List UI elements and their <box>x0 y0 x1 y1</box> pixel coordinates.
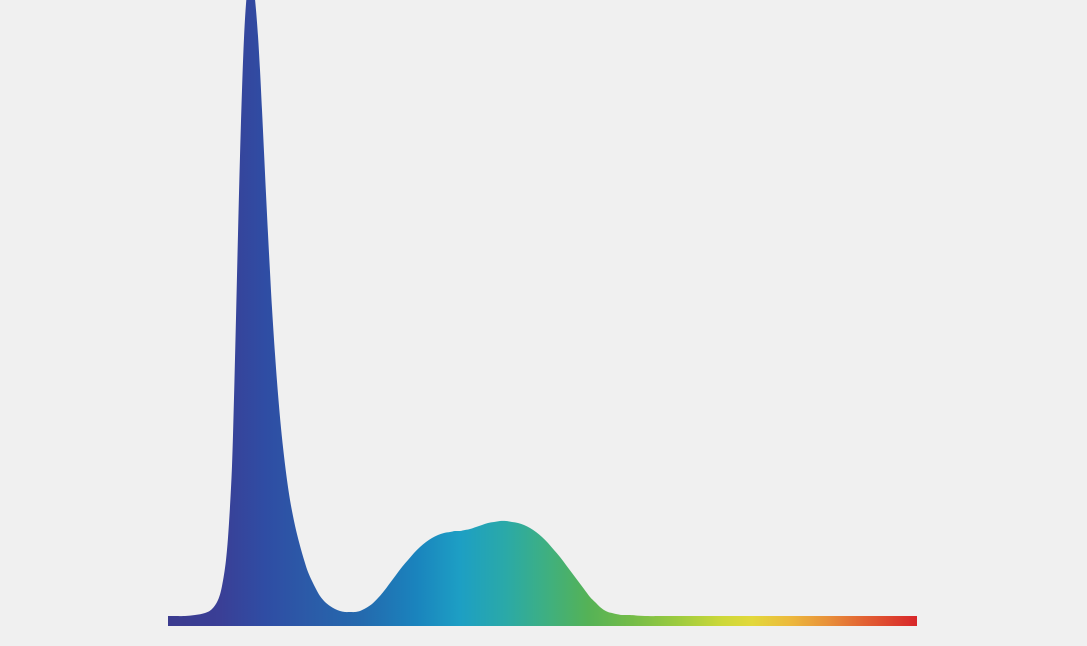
density-area-path <box>168 0 917 626</box>
